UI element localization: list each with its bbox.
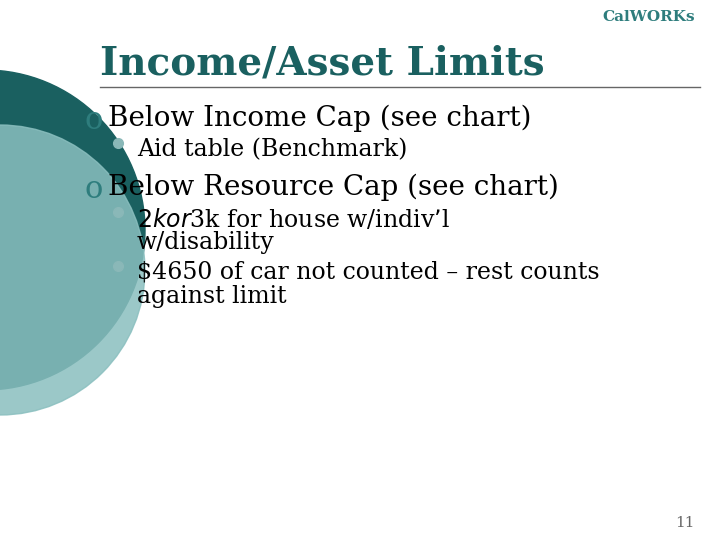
Text: o: o	[85, 105, 104, 136]
Text: 11: 11	[675, 516, 695, 530]
Text: Below Resource Cap (see chart): Below Resource Cap (see chart)	[108, 174, 559, 201]
Text: $4650 of car not counted – rest counts: $4650 of car not counted – rest counts	[137, 261, 600, 284]
Text: against limit: against limit	[137, 285, 287, 308]
Text: w/disability: w/disability	[137, 231, 275, 254]
Circle shape	[0, 125, 145, 415]
Circle shape	[0, 70, 145, 390]
Text: o: o	[85, 174, 104, 205]
Text: Below Income Cap (see chart): Below Income Cap (see chart)	[108, 105, 531, 132]
Text: Aid table (Benchmark): Aid table (Benchmark)	[137, 138, 408, 161]
Text: Income/Asset Limits: Income/Asset Limits	[100, 45, 544, 83]
Text: $2k or $3k for house w/indiv’l: $2k or $3k for house w/indiv’l	[137, 207, 450, 232]
Text: CalWORKs: CalWORKs	[603, 10, 695, 24]
